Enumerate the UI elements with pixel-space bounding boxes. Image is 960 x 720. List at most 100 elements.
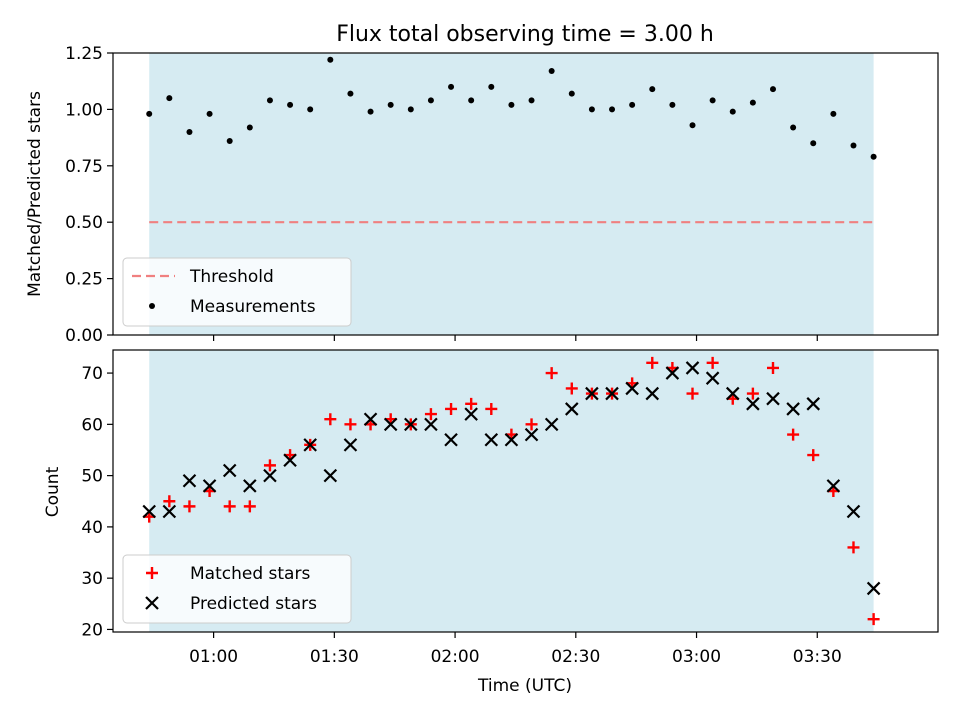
measurement-point <box>146 110 153 117</box>
bottom-panel: 20 30 40 50 60 70 01:00 01:30 02:00 02:30 03:00 03… <box>43 349 939 696</box>
predicted-star-marker <box>846 504 861 519</box>
bottom-axes-frame <box>112 349 939 633</box>
measurement-point <box>528 97 535 104</box>
y-tick-label: 40 <box>81 518 103 538</box>
y-tick-label: 0.75 <box>65 157 103 177</box>
measurement-point <box>588 106 595 113</box>
matched-star-marker <box>344 418 357 431</box>
matched-star-marker <box>545 367 558 380</box>
matched-legend-label: Matched stars <box>190 564 310 584</box>
predicted-star-marker <box>424 417 438 432</box>
measurement-point <box>709 97 716 104</box>
predicted-star-marker <box>484 432 499 447</box>
y-tick-label: 1.25 <box>65 44 103 64</box>
predicted-star-marker <box>806 397 821 411</box>
predicted-star-marker <box>565 402 579 416</box>
measurement-point <box>186 128 193 135</box>
bottom-y-axis-label: Count <box>43 466 63 517</box>
predicted-star-marker <box>383 417 398 432</box>
matched-star-marker <box>424 408 437 421</box>
measurement-point <box>609 106 616 113</box>
measurement-point <box>729 108 736 115</box>
predicted-star-marker <box>625 381 639 396</box>
matched-star-marker <box>767 361 779 374</box>
measurement-point <box>770 86 776 93</box>
top-panel: Flux total observing time = 3.00 h 0.00 0… <box>25 22 939 346</box>
predicted-star-marker <box>585 386 599 401</box>
matched-star-marker <box>787 428 800 441</box>
measurement-point <box>448 83 455 90</box>
top-y-ticks: 0.00 0.25 0.50 0.75 1.00 1.25 <box>65 44 113 346</box>
matched-star-marker <box>646 356 659 369</box>
matched-legend-icon <box>146 567 158 579</box>
y-tick-label: 0.00 <box>65 326 103 346</box>
measurement-point <box>266 97 273 104</box>
predicted-star-marker <box>645 386 660 401</box>
measurement-point <box>568 90 575 97</box>
y-tick-label: 30 <box>81 569 103 589</box>
predicted-legend-icon <box>145 596 159 610</box>
y-tick-label: 60 <box>81 415 103 435</box>
predicted-star-marker <box>464 407 478 421</box>
predicted-star-marker <box>705 371 720 385</box>
predicted-star-marker <box>746 397 760 411</box>
matched-star-marker <box>223 500 236 513</box>
matched-star-marker <box>243 500 256 513</box>
measurement-point <box>810 140 817 147</box>
top-legend-box <box>122 257 352 327</box>
measurement-point <box>367 108 374 115</box>
measurement-point <box>226 137 233 144</box>
predicted-star-marker <box>182 473 197 488</box>
measurement-point <box>307 106 314 113</box>
matched-star-marker <box>525 418 538 431</box>
chart-title: Flux total observing time = 3.00 h <box>336 22 714 47</box>
predicted-star-marker <box>524 427 539 442</box>
measurement-point <box>206 110 213 117</box>
matched-star-marker <box>485 402 498 415</box>
predicted-star-marker <box>142 504 156 519</box>
predicted-star-marker <box>665 366 680 380</box>
predicted-star-marker <box>222 463 237 478</box>
matched-star-marker <box>847 541 860 554</box>
x-axis-label: Time (UTC) <box>477 676 572 696</box>
measurement-points <box>146 56 877 160</box>
measurement-point <box>407 106 414 113</box>
measurement-point <box>287 101 294 108</box>
predicted-star-marker <box>826 479 841 493</box>
predicted-star-marker <box>544 417 559 432</box>
measurement-point <box>830 110 837 117</box>
measurement-point <box>427 97 434 104</box>
measurement-point <box>649 86 656 93</box>
matched-star-marker <box>807 449 820 462</box>
predicted-star-marker <box>243 479 257 493</box>
top-x-ticks <box>213 335 818 341</box>
x-tick-label: 01:00 <box>189 647 238 667</box>
measurement-point <box>327 56 334 63</box>
top-legend: Threshold Measurements <box>122 257 352 327</box>
x-tick-label: 03:00 <box>672 647 721 667</box>
predicted-star-marker <box>323 468 338 483</box>
predicted-star-marker <box>162 504 177 519</box>
matched-star-marker <box>706 356 719 369</box>
predicted-star-marker <box>725 386 740 401</box>
predicted-star-marker <box>263 468 277 483</box>
y-tick-label: 20 <box>81 620 103 640</box>
matched-star-marker <box>867 613 880 626</box>
bottom-y-ticks: 20 30 40 50 60 70 <box>81 364 113 640</box>
measurements-legend-icon <box>149 303 155 309</box>
matched-star-marker <box>746 387 759 400</box>
predicted-star-marker <box>504 432 519 447</box>
measurement-point <box>870 153 877 160</box>
measurement-point <box>749 99 756 106</box>
predicted-stars-points <box>142 361 881 596</box>
y-tick-label: 0.50 <box>65 213 103 233</box>
y-tick-label: 0.25 <box>65 270 103 290</box>
measurement-point <box>669 101 676 108</box>
matched-star-marker <box>445 402 458 415</box>
measurement-point <box>246 124 253 131</box>
x-tick-label: 01:30 <box>310 647 359 667</box>
x-tick-label: 03:30 <box>793 647 842 667</box>
predicted-star-marker <box>444 432 458 447</box>
predicted-star-marker <box>866 581 881 596</box>
matched-star-marker <box>263 459 276 472</box>
